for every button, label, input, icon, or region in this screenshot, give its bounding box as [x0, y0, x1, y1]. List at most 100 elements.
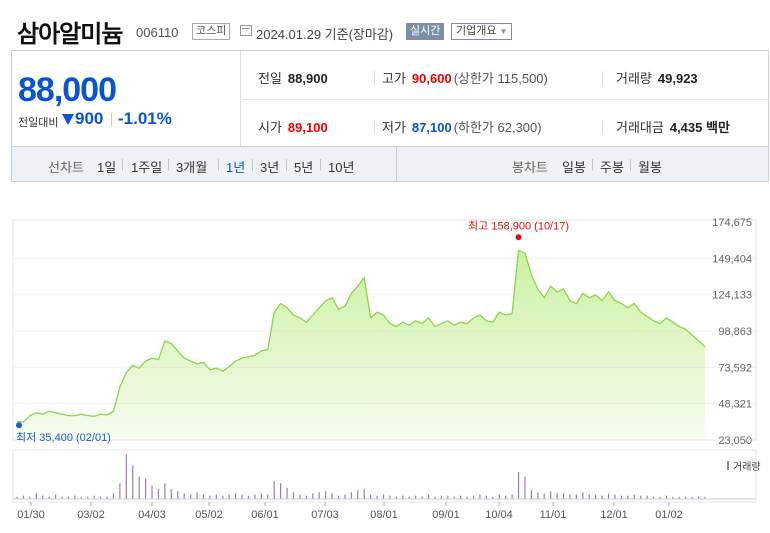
- price-chart[interactable]: 174,675 149,404 124,133 98,863 73,592 48,321 2…: [0, 196, 770, 533]
- x-tick-label: 03/02: [77, 509, 105, 521]
- volume-bar: [112, 493, 115, 499]
- market-badge: 코스피: [192, 23, 231, 40]
- volume-bar: [222, 495, 224, 499]
- period-5year[interactable]: 5년: [294, 160, 314, 175]
- candle-weekly[interactable]: 주봉: [600, 160, 624, 175]
- chart-period-bar: 선차트 1일 1주일 3개월 1년 3년 5년 10년 봉차트 일봉 주봉 월봉: [11, 146, 769, 182]
- down-arrow-icon: [62, 114, 74, 125]
- volume-bar: [22, 495, 25, 499]
- prev-close-label: 전일: [258, 71, 282, 86]
- volume-bar: [511, 494, 513, 499]
- period-3month[interactable]: 3개월: [176, 160, 208, 175]
- stock-code: 006110: [136, 25, 179, 40]
- candle-monthly[interactable]: 월봉: [638, 160, 662, 175]
- y-tick-label: 48,321: [718, 399, 752, 411]
- volume-bar: [402, 495, 404, 499]
- line-chart-label: 선차트: [48, 160, 84, 175]
- amount-value: 4,435: [669, 120, 703, 135]
- divider: [374, 120, 375, 134]
- volume-bar: [376, 495, 378, 499]
- volume-bar: [357, 490, 359, 499]
- volume-bar: [215, 494, 217, 499]
- volume-bar: [492, 496, 494, 499]
- volume-bar: [460, 495, 462, 499]
- volume-bar: [363, 488, 365, 499]
- volume-bar: [601, 495, 603, 499]
- volume-cell: 거래량 49,923: [616, 68, 698, 87]
- y-tick-label: 124,133: [712, 290, 752, 302]
- volume-bar: [614, 494, 616, 499]
- volume-bar: [42, 495, 44, 499]
- realtime-button[interactable]: 실시간: [406, 23, 445, 40]
- amount-cell: 거래대금 4,435 백만: [616, 117, 730, 136]
- volume-bar: [517, 472, 520, 499]
- prev-close-value: 88,900: [287, 71, 328, 86]
- quote-date: 2024.01.29 기준(장마감): [256, 27, 394, 42]
- volume-bar: [87, 496, 89, 499]
- volume-bar: [453, 496, 455, 499]
- divider: [218, 159, 219, 171]
- x-tick-label: 04/03: [138, 509, 166, 521]
- volume-bar: [67, 496, 70, 499]
- divider: [168, 159, 169, 171]
- volume-bar: [170, 488, 172, 499]
- price-chart-svg: 174,675 149,404 124,133 98,863 73,592 48,321 2…: [12, 217, 761, 521]
- volume-bar: [132, 465, 134, 499]
- chevron-down-icon: ▼: [499, 27, 508, 36]
- low-value: 87,100: [411, 120, 452, 135]
- y-tick-label: 149,404: [712, 253, 752, 265]
- volume-bar: [530, 490, 532, 499]
- volume-bar: [286, 487, 288, 499]
- volume-bar: [646, 495, 648, 499]
- volume-bar: [325, 491, 327, 499]
- change-percent: -1.01%: [118, 109, 172, 128]
- divider: [122, 159, 123, 171]
- period-1day[interactable]: 1일: [97, 160, 117, 175]
- volume-label: 거래량: [616, 71, 652, 86]
- divider: [592, 159, 593, 171]
- period-10year[interactable]: 10년: [328, 160, 355, 175]
- period-1week[interactable]: 1주일: [131, 160, 163, 175]
- volume-bar: [350, 492, 352, 499]
- volume-bar: [620, 495, 623, 499]
- high-label: 고가: [382, 71, 406, 86]
- volume-bar: [312, 493, 314, 499]
- current-price: 88,000: [18, 71, 117, 109]
- divider: [602, 71, 603, 85]
- volume-bar: [485, 495, 487, 499]
- volume-bar: [595, 494, 597, 499]
- candle-daily[interactable]: 일봉: [562, 160, 586, 175]
- period-3year[interactable]: 3년: [260, 160, 280, 175]
- volume-bar: [228, 494, 230, 499]
- period-1year[interactable]: 1년: [226, 160, 246, 175]
- x-tick-label: 06/01: [251, 509, 279, 521]
- volume-bar: [575, 494, 578, 499]
- company-info-dropdown[interactable]: 기업개요 ▼: [451, 23, 513, 40]
- price-area: [17, 250, 705, 440]
- volume-bar: [74, 495, 76, 499]
- volume-bar: [247, 495, 250, 499]
- open-cell: 시가 89,100: [258, 117, 328, 136]
- volume-bar: [569, 494, 571, 499]
- high-value: 90,600: [411, 71, 452, 86]
- volume-bar: [190, 494, 192, 499]
- low-label: 저가: [382, 120, 406, 135]
- x-tick-label: 11/01: [540, 509, 567, 521]
- volume-bar: [427, 494, 430, 499]
- x-tick-label: 01/30: [17, 509, 45, 521]
- open-value: 89,100: [287, 120, 328, 135]
- low-annotation: 최저 35,400 (02/01): [16, 431, 111, 444]
- volume-bar: [164, 483, 166, 499]
- price-line: [16, 249, 706, 423]
- volume-bar: [267, 494, 269, 499]
- low-marker: [16, 422, 22, 429]
- volume-bar: [524, 476, 526, 499]
- y-tick-label: 174,675: [712, 217, 752, 229]
- volume-bar: [370, 494, 372, 499]
- divider: [630, 159, 631, 171]
- volume-bar: [273, 481, 275, 499]
- volume-bar: [556, 493, 558, 499]
- volume-bar: [280, 483, 282, 499]
- volume-bar: [54, 494, 57, 499]
- volume-bar: [93, 495, 95, 499]
